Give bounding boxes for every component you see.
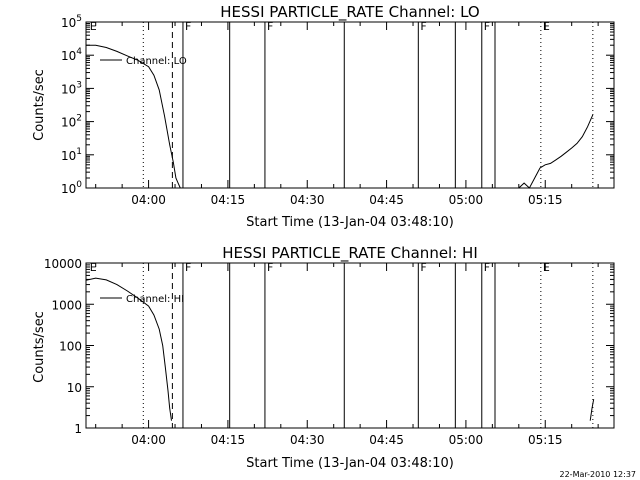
lo-y-tick-label: 100: [61, 180, 82, 196]
lo-chart-title: HESSI PARTICLE_RATE Channel: LO: [220, 3, 479, 22]
hi-y-tick-label: 100: [59, 340, 82, 354]
hi-y-axis-label: Counts/sec: [32, 311, 47, 383]
hi-chart-title: HESSI PARTICLE_RATE Channel: HI: [222, 244, 478, 263]
lo-plot-frame: [85, 21, 615, 189]
lo-y-tick-label: 101: [61, 147, 82, 163]
hi-x-tick-label: 04:15: [211, 433, 246, 447]
hi-series-line: [589, 399, 595, 421]
hi-x-tick-label: 05:15: [528, 433, 563, 447]
hi-y-tick-label: 10000: [44, 257, 82, 271]
lo-x-tick-label: 04:45: [369, 193, 404, 207]
lo-marker-label: F: [185, 20, 191, 33]
hi-x-tick-label: 04:00: [131, 433, 166, 447]
lo-x-tick-label: 04:30: [290, 193, 325, 207]
hi-series-line: [85, 277, 172, 421]
hi-x-tick-label: 05:00: [449, 433, 484, 447]
hi-marker-label: F: [185, 261, 191, 274]
lo-legend-label: Channel: LO: [126, 56, 187, 67]
lo-marker-label: F: [484, 20, 490, 33]
lo-y-axis-label: Counts/sec: [32, 69, 47, 141]
lo-legend: Channel: LO: [100, 56, 187, 67]
hi-y-tick-label: 10: [67, 381, 82, 395]
hi-y-tick-label: 1000: [51, 298, 82, 312]
lo-series-line: [86, 44, 181, 189]
lo-y-tick-label: 105: [61, 14, 82, 30]
hi-marker-label: F: [420, 261, 426, 274]
lo-marker-label: E: [543, 20, 550, 33]
hi-channel-panel: HESSI PARTICLE_RATE Channel: HI Counts/s…: [32, 244, 615, 471]
timestamp-footer: 22-Mar-2010 12:37: [560, 470, 637, 479]
hi-marker-label: E: [90, 261, 97, 274]
lo-y-tick-label: 102: [61, 114, 82, 130]
lo-x-tick-label: 04:15: [211, 193, 246, 207]
lo-series-line: [518, 114, 594, 189]
lo-x-tick-label: 04:00: [131, 193, 166, 207]
lo-x-tick-label: 05:15: [528, 193, 563, 207]
lo-marker-label: F: [267, 20, 273, 33]
hi-plot-frame: [85, 262, 615, 429]
hi-x-axis-label: Start Time (13-Jan-04 03:48:10): [246, 456, 454, 471]
lo-x-tick-label: 05:00: [449, 193, 484, 207]
lo-y-tick-label: 103: [61, 80, 82, 96]
lo-channel-panel: HESSI PARTICLE_RATE Channel: LO Counts/s…: [32, 3, 615, 230]
hi-x-tick-label: 04:30: [290, 433, 325, 447]
hi-y-tick-label: 1: [74, 422, 82, 436]
hi-legend-label: Channel: HI: [126, 294, 184, 305]
lo-marker-label: E: [90, 20, 97, 33]
hi-marker-label: F: [484, 261, 490, 274]
hi-marker-label: F: [267, 261, 273, 274]
hi-marker-label: E: [543, 261, 550, 274]
lo-y-tick-label: 104: [61, 47, 82, 63]
hi-legend: Channel: HI: [100, 294, 184, 305]
hi-x-tick-label: 04:45: [369, 433, 404, 447]
lo-x-axis-label: Start Time (13-Jan-04 03:48:10): [246, 215, 454, 230]
lo-marker-label: F: [420, 20, 426, 33]
